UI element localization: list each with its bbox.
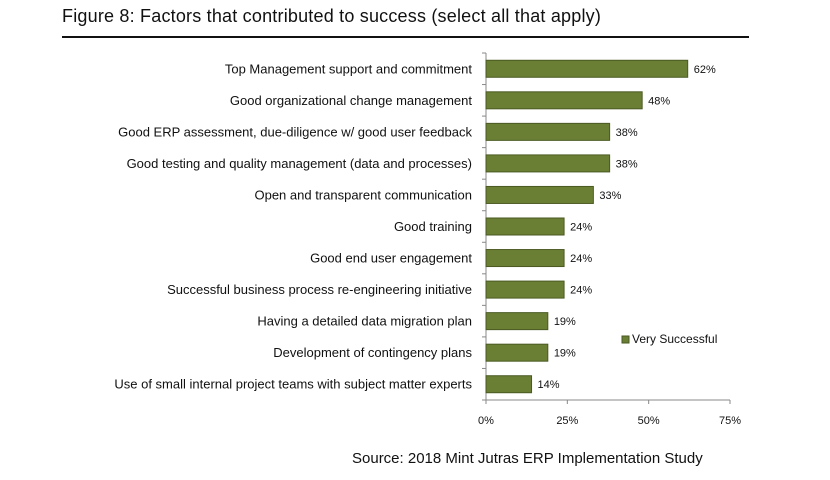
data-label: 19% xyxy=(554,348,576,360)
x-tick-label: 0% xyxy=(478,415,494,427)
category-label: Top Management support and commitment xyxy=(225,61,473,76)
bar xyxy=(485,312,549,331)
source-note: Source: 2018 Mint Jutras ERP Implementat… xyxy=(352,450,703,467)
data-label: 19% xyxy=(554,316,576,328)
title-divider xyxy=(62,36,749,38)
category-label: Good end user engagement xyxy=(310,251,472,266)
bar xyxy=(485,185,594,204)
data-label: 24% xyxy=(570,222,592,234)
data-label: 48% xyxy=(648,95,670,107)
bar xyxy=(485,91,643,110)
bar xyxy=(485,249,565,268)
bar xyxy=(485,122,611,141)
legend-swatch xyxy=(621,335,630,344)
data-label: 24% xyxy=(570,253,592,265)
data-label: 14% xyxy=(538,379,560,391)
bar xyxy=(485,217,565,236)
category-label: Good organizational change management xyxy=(230,93,473,108)
category-label: Open and transparent communication xyxy=(254,187,472,202)
category-label: Use of small internal project teams with… xyxy=(114,377,472,392)
bar xyxy=(485,343,549,362)
bar xyxy=(485,59,689,78)
x-tick-label: 75% xyxy=(719,415,741,427)
category-label: Development of contingency plans xyxy=(273,345,472,360)
category-label: Good testing and quality management (dat… xyxy=(127,156,472,171)
bar xyxy=(485,280,565,299)
data-label: 24% xyxy=(570,285,592,297)
bar xyxy=(485,375,533,394)
bar xyxy=(485,154,611,173)
category-label: Having a detailed data migration plan xyxy=(257,314,472,329)
figure-title: Figure 8: Factors that contributed to su… xyxy=(62,6,602,26)
data-label: 38% xyxy=(616,127,638,139)
data-label: 33% xyxy=(599,190,621,202)
legend-label: Very Successful xyxy=(632,332,717,346)
x-tick-label: 50% xyxy=(638,415,660,427)
category-label: Successful business process re-engineeri… xyxy=(167,282,472,297)
data-label: 62% xyxy=(694,64,716,76)
x-tick-label: 25% xyxy=(556,415,578,427)
data-label: 38% xyxy=(616,158,638,170)
category-label: Good training xyxy=(394,219,472,234)
category-label: Good ERP assessment, due-diligence w/ go… xyxy=(118,124,472,139)
